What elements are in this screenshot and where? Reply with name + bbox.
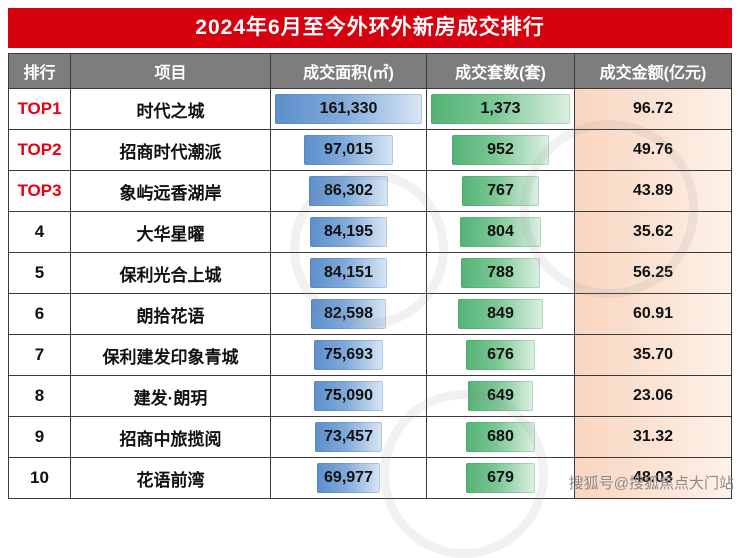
table-row: TOP1 时代之城 161,330 1,373 96.72 [9,89,731,130]
amount-cell: 96.72 [575,89,731,130]
area-cell: 86,302 [271,171,427,212]
area-cell: 75,693 [271,335,427,376]
units-bar: 767 [461,176,540,206]
rank-cell: 9 [9,417,71,458]
table-row: 8 建发·朗玥 75,090 649 23.06 [9,376,731,417]
table-row: 4 大华星曜 84,195 804 35.62 [9,212,731,253]
area-cell: 75,090 [271,376,427,417]
col-header-project: 项目 [71,54,271,89]
rank-cell: TOP2 [9,130,71,171]
amount-cell: 23.06 [575,376,731,417]
area-bar: 84,195 [310,217,387,247]
area-bar: 75,693 [314,340,383,370]
amount-cell: 35.70 [575,335,731,376]
table-row: 5 保利光合上城 84,151 788 56.25 [9,253,731,294]
project-cell: 象屿远香湖岸 [71,171,271,212]
area-cell: 69,977 [271,458,427,499]
amount-cell: 60.91 [575,294,731,335]
ranking-table: 排行 项目 成交面积(㎡) 成交套数(套) 成交金额(亿元) TOP1 时代之城 1… [8,53,732,499]
rank-cell: TOP3 [9,171,71,212]
amount-cell: 48.03 [575,458,731,499]
table-row: TOP2 招商时代潮派 97,015 952 49.76 [9,130,731,171]
col-header-area: 成交面积(㎡) [271,54,427,89]
project-cell: 大华星曜 [71,212,271,253]
project-cell: 时代之城 [71,89,271,130]
project-cell: 花语前湾 [71,458,271,499]
ranking-card: 2024年6月至今外环外新房成交排行 排行 项目 成交面积(㎡) 成交套数(套)… [8,8,732,499]
units-bar: 676 [466,340,535,370]
units-cell: 767 [427,171,575,212]
area-bar: 82,598 [310,299,387,329]
units-cell: 1,373 [427,89,575,130]
table-header-row: 排行 项目 成交面积(㎡) 成交套数(套) 成交金额(亿元) [9,54,731,89]
area-cell: 97,015 [271,130,427,171]
col-header-rank: 排行 [9,54,71,89]
units-bar: 1,373 [431,94,570,124]
area-bar: 75,090 [314,381,383,411]
units-bar: 804 [459,217,542,247]
rank-cell: 6 [9,294,71,335]
area-bar: 84,151 [310,258,387,288]
table-row: 6 朗拾花语 82,598 849 60.91 [9,294,731,335]
units-cell: 849 [427,294,575,335]
units-bar: 952 [452,135,549,165]
area-cell: 84,151 [271,253,427,294]
units-bar: 849 [457,299,544,329]
area-bar: 97,015 [304,135,393,165]
project-cell: 保利光合上城 [71,253,271,294]
project-cell: 朗拾花语 [71,294,271,335]
area-bar: 69,977 [316,463,381,493]
table-row: 9 招商中旅揽阅 73,457 680 31.32 [9,417,731,458]
area-bar: 86,302 [309,176,388,206]
table-row: 7 保利建发印象青城 75,693 676 35.70 [9,335,731,376]
rank-cell: 8 [9,376,71,417]
area-bar: 161,330 [275,94,422,124]
units-bar: 679 [466,463,535,493]
rank-cell: 7 [9,335,71,376]
rank-cell: 10 [9,458,71,499]
amount-cell: 35.62 [575,212,731,253]
amount-cell: 49.76 [575,130,731,171]
area-cell: 84,195 [271,212,427,253]
project-cell: 招商时代潮派 [71,130,271,171]
area-cell: 82,598 [271,294,427,335]
col-header-amount: 成交金额(亿元) [575,54,731,89]
units-cell: 676 [427,335,575,376]
area-cell: 161,330 [271,89,427,130]
units-bar: 788 [460,258,541,288]
units-cell: 804 [427,212,575,253]
area-cell: 73,457 [271,417,427,458]
table-row: TOP3 象屿远香湖岸 86,302 767 43.89 [9,171,731,212]
col-header-units: 成交套数(套) [427,54,575,89]
area-bar: 73,457 [315,422,382,452]
table-body: TOP1 时代之城 161,330 1,373 96.72 TOP2 招商时代潮派 97,01… [9,89,731,499]
rank-cell: TOP1 [9,89,71,130]
units-cell: 679 [427,458,575,499]
table-row: 10 花语前湾 69,977 679 48.03 [9,458,731,499]
page-title: 2024年6月至今外环外新房成交排行 [8,8,732,48]
units-cell: 952 [427,130,575,171]
amount-cell: 31.32 [575,417,731,458]
amount-cell: 56.25 [575,253,731,294]
rank-cell: 4 [9,212,71,253]
project-cell: 保利建发印象青城 [71,335,271,376]
project-cell: 建发·朗玥 [71,376,271,417]
amount-cell: 43.89 [575,171,731,212]
units-cell: 649 [427,376,575,417]
project-cell: 招商中旅揽阅 [71,417,271,458]
rank-cell: 5 [9,253,71,294]
units-cell: 788 [427,253,575,294]
units-bar: 680 [466,422,535,452]
units-bar: 649 [467,381,534,411]
units-cell: 680 [427,417,575,458]
